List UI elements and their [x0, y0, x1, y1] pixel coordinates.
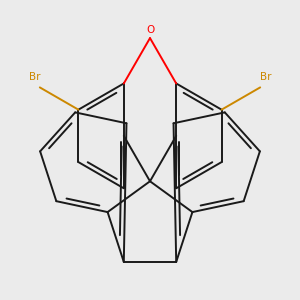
Text: Br: Br — [260, 72, 271, 82]
Text: O: O — [146, 26, 154, 35]
Text: Br: Br — [29, 72, 40, 82]
